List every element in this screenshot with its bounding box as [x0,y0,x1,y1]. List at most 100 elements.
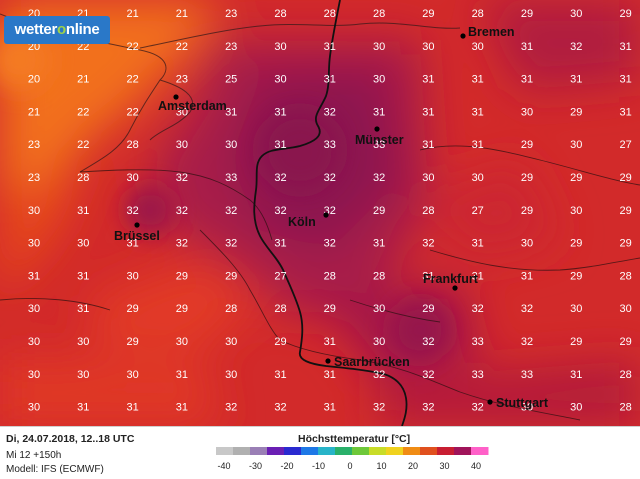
temperature-grid: 2021212123282828292829302929202222222330… [28,8,632,414]
grid-value: 30 [472,172,484,184]
legend-swatch [301,447,319,455]
grid-value: 28 [324,270,336,282]
grid-value: 31 [422,270,434,282]
grid-value: 29 [570,238,582,250]
grid-value: 31 [274,106,286,118]
temperature-map: 2021212123282828292829302929202222222330… [0,0,640,426]
legend-swatch [386,447,404,455]
legend-title: Höchsttemperatur [°C] [298,433,411,445]
grid-value: 32 [126,205,138,217]
forecast-model: Modell: IFS (ECMWF) [6,464,104,475]
grid-value: 31 [472,270,484,282]
grid-value: 31 [324,402,336,414]
legend-tick: -40 [217,461,230,471]
grid-value: 29 [225,270,237,282]
grid-value: 30 [126,369,138,381]
city-marker [134,222,140,228]
grid-value: 33 [225,172,237,184]
grid-value: 31 [619,41,631,53]
legend-tick: 40 [471,461,481,471]
grid-value: 22 [77,139,89,151]
wetteronline-logo[interactable]: wetteronline [4,16,110,44]
grid-value: 23 [225,8,237,20]
grid-value: 30 [570,205,582,217]
grid-value: 31 [77,402,89,414]
city-label-0: Bremen [468,25,515,39]
legend-swatch [335,447,353,455]
grid-value: 27 [274,270,286,282]
grid-value: 30 [521,106,533,118]
city-marker [452,285,458,291]
forecast-date: Di, 24.07.2018, 12..18 UTC [6,433,135,445]
grid-value: 29 [373,205,385,217]
grid-value: 31 [28,270,40,282]
grid-value: 32 [324,172,336,184]
grid-value: 30 [225,369,237,381]
grid-value: 31 [619,74,631,86]
grid-value: 22 [126,74,138,86]
grid-value: 29 [176,270,188,282]
grid-value: 30 [570,402,582,414]
grid-value: 32 [274,172,286,184]
legend-swatch [437,447,455,455]
legend-tick: 10 [376,461,386,471]
grid-value: 32 [570,41,582,53]
grid-value: 28 [619,402,631,414]
grid-value: 32 [176,238,188,250]
grid-value: 30 [77,336,89,348]
grid-value: 32 [472,402,484,414]
grid-value: 30 [225,139,237,151]
grid-value: 31 [521,41,533,53]
grid-value: 31 [324,369,336,381]
grid-value: 31 [274,238,286,250]
grid-value: 31 [472,139,484,151]
grid-value: 30 [570,139,582,151]
grid-value: 27 [619,139,631,151]
grid-value: 30 [28,205,40,217]
grid-value: 28 [77,172,89,184]
grid-value: 29 [176,303,188,315]
grid-value: 32 [176,172,188,184]
grid-value: 30 [373,74,385,86]
legend-swatch [233,447,251,455]
grid-value: 30 [28,369,40,381]
grid-value: 28 [126,139,138,151]
grid-value: 29 [126,303,138,315]
grid-value: 30 [28,238,40,250]
grid-value: 30 [422,172,434,184]
grid-value: 33 [472,369,484,381]
grid-value: 33 [521,369,533,381]
grid-value: 21 [28,106,40,118]
grid-value: 30 [274,41,286,53]
legend-swatch [216,447,234,455]
grid-value: 28 [274,303,286,315]
color-legend: -40 -30 -20 -10 0 10 20 30 40 [216,447,489,471]
grid-value: 20 [28,74,40,86]
grid-value: 28 [373,8,385,20]
legend-swatch [352,447,370,455]
grid-value: 31 [77,205,89,217]
legend-swatch [267,447,285,455]
grid-value: 29 [619,336,631,348]
legend-swatch [284,447,302,455]
city-labels: Bremen Amsterdam Münster Köln Brüssel Frankfu… [114,25,549,410]
grid-value: 29 [521,172,533,184]
grid-value: 25 [225,74,237,86]
grid-value: 31 [324,41,336,53]
grid-value: 31 [472,74,484,86]
footer: Di, 24.07.2018, 12..18 UTC Mi 12 +150h M… [0,426,640,479]
grid-value: 32 [324,106,336,118]
grid-value: 30 [77,238,89,250]
grid-value: 32 [422,402,434,414]
grid-value: 32 [472,303,484,315]
grid-value: 23 [28,139,40,151]
grid-value: 21 [77,74,89,86]
legend-swatch [250,447,268,455]
grid-value: 29 [570,270,582,282]
grid-value: 31 [126,238,138,250]
grid-value: 31 [225,106,237,118]
grid-value: 28 [619,369,631,381]
grid-value: 28 [422,205,434,217]
grid-value: 29 [619,238,631,250]
grid-value: 30 [176,106,188,118]
